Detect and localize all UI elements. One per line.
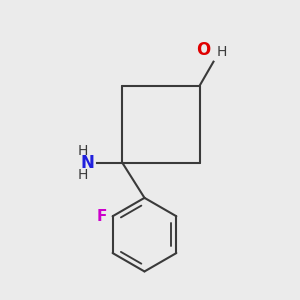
Text: O: O bbox=[196, 41, 211, 59]
Text: H: H bbox=[77, 144, 88, 158]
Text: H: H bbox=[216, 45, 227, 59]
Text: F: F bbox=[97, 209, 107, 224]
Text: N: N bbox=[81, 154, 95, 172]
Text: H: H bbox=[77, 168, 88, 182]
